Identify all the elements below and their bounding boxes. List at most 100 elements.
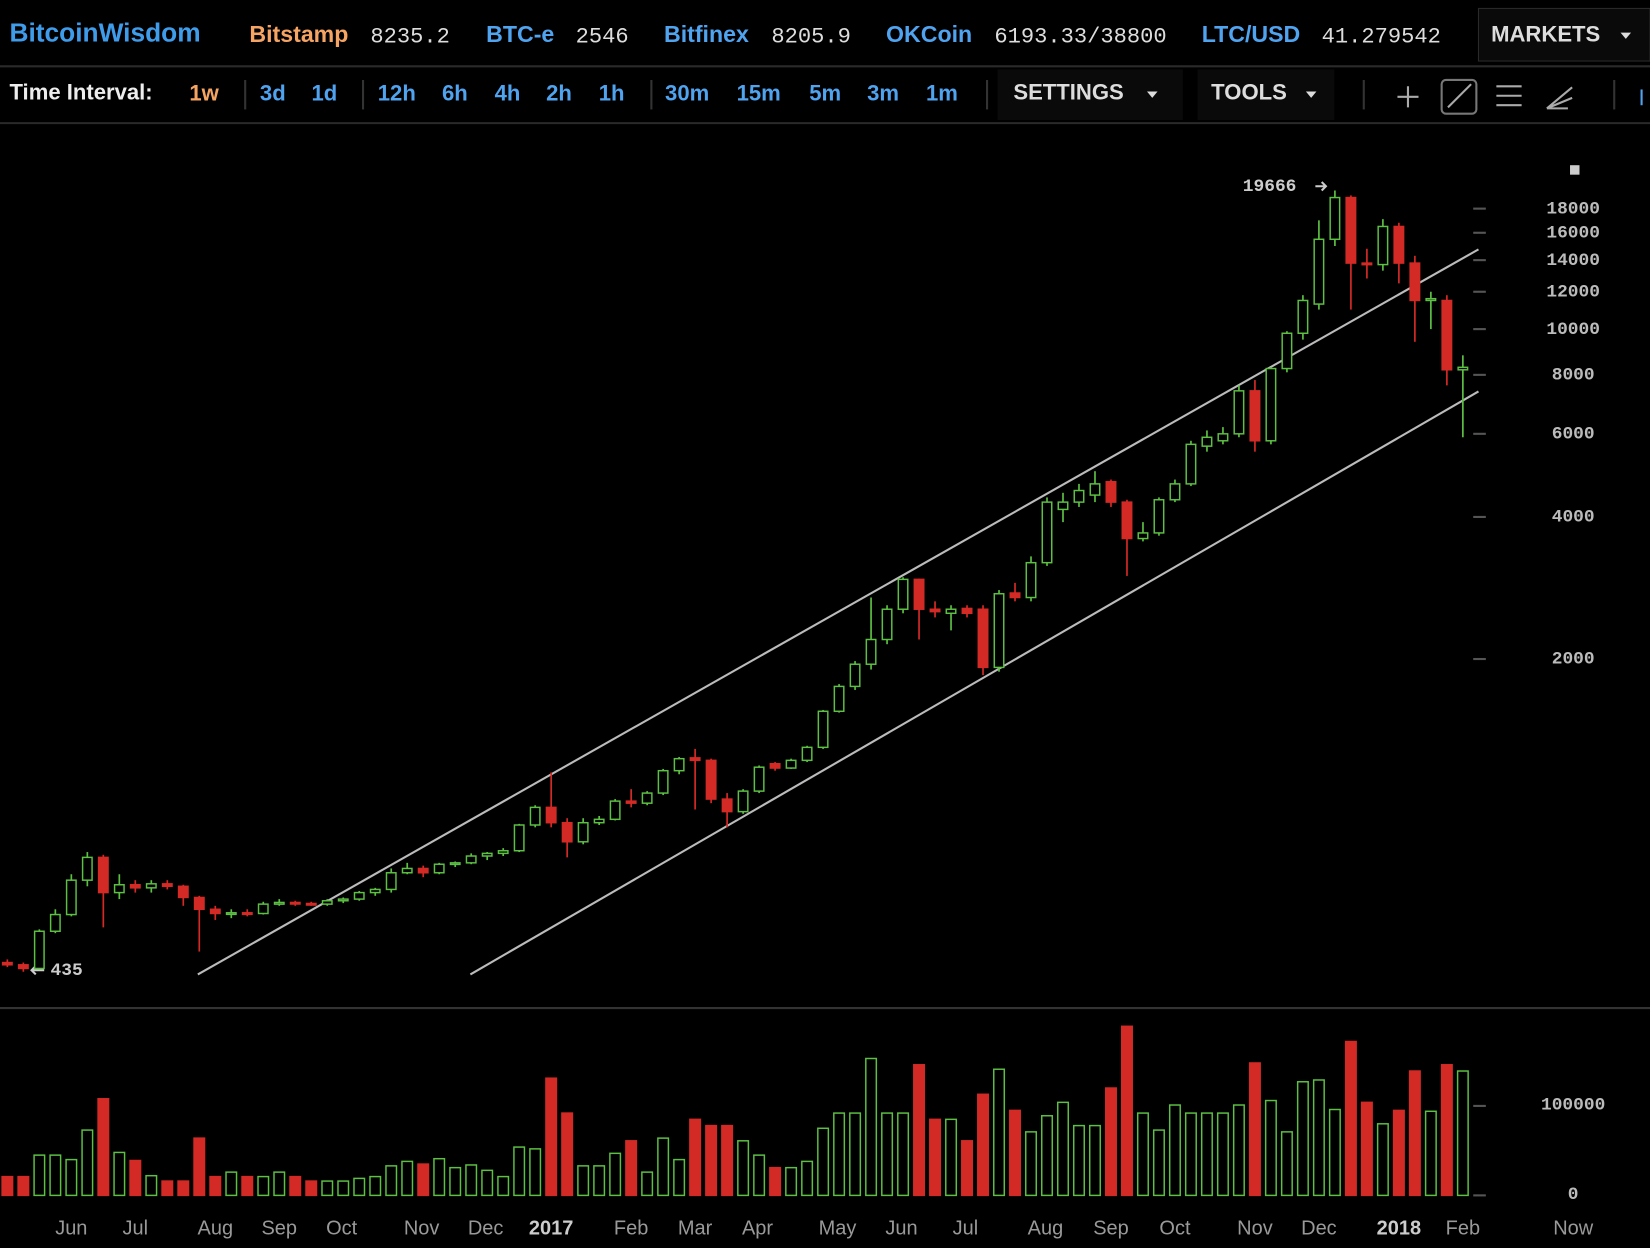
volume-bar — [1120, 1025, 1133, 1197]
x-tick-label: Mar — [678, 1217, 713, 1239]
candle-body — [561, 821, 573, 843]
candle-body — [1073, 489, 1085, 503]
y-tick-label: 14000 — [1546, 251, 1600, 271]
x-tick-label: Aug — [198, 1217, 234, 1239]
ticker-name[interactable]: Bitfinex — [664, 21, 749, 47]
candle-body — [817, 710, 829, 749]
interval-option[interactable]: 1m — [926, 81, 958, 106]
interval-option[interactable]: 4h — [495, 81, 521, 106]
volume-bar — [1072, 1124, 1085, 1197]
brand[interactable]: BitcoinWisdom — [9, 18, 200, 48]
arrow — [1315, 181, 1328, 192]
volume-bar — [145, 1174, 158, 1197]
candle-body — [961, 607, 973, 615]
candle-body — [625, 800, 637, 804]
interval-label: Time Interval: — [9, 79, 152, 104]
x-tick-label: Now — [1553, 1217, 1594, 1239]
volume-bar — [1312, 1079, 1325, 1197]
ticker-price: 8235.2 — [370, 25, 450, 50]
volume-bar — [1392, 1109, 1405, 1197]
volume-bar — [353, 1177, 366, 1197]
candle-body — [1025, 561, 1037, 599]
volume-bar — [817, 1127, 830, 1197]
x-tick-label: Sep — [1093, 1217, 1129, 1239]
volume-bar — [929, 1118, 942, 1197]
candle-body — [49, 913, 61, 932]
x-tick-label: Dec — [1301, 1217, 1337, 1239]
x-tick-label: Jul — [953, 1217, 979, 1239]
volume-bar — [401, 1160, 414, 1197]
volume-bar — [705, 1124, 718, 1197]
volume-bar — [1168, 1104, 1181, 1197]
interval-option[interactable]: 1h — [599, 81, 625, 106]
candle-body — [209, 908, 221, 915]
volume-bar — [161, 1180, 174, 1197]
candle-body — [97, 856, 109, 894]
candle-body — [1457, 366, 1469, 371]
x-tick-label: Oct — [1159, 1217, 1191, 1239]
volume-bar — [289, 1175, 302, 1197]
interval-option[interactable]: 3m — [867, 81, 899, 106]
ticker-name[interactable]: BTC-e — [486, 21, 554, 47]
candle-body — [1009, 592, 1021, 599]
candle-body — [113, 884, 125, 894]
volume-bar — [241, 1175, 254, 1197]
interval-option[interactable]: 1w — [189, 81, 219, 106]
candle-body — [881, 608, 893, 641]
draw-tools[interactable] — [1397, 78, 1643, 115]
volume-bar — [1376, 1123, 1389, 1197]
volume-bar — [97, 1098, 110, 1197]
x-tick-label: Aug — [1028, 1217, 1064, 1239]
candle-body — [945, 608, 957, 615]
candle-body — [513, 824, 525, 852]
candle-body — [593, 818, 605, 824]
candle-body — [273, 901, 285, 905]
volume-bar — [1360, 1101, 1373, 1197]
volume-bar — [753, 1154, 766, 1197]
candle-body — [1089, 483, 1101, 496]
tools-menu[interactable]: TOOLS — [1211, 79, 1287, 104]
candle-body — [657, 769, 669, 794]
interval-option[interactable]: 12h — [378, 81, 416, 106]
candle-body — [241, 912, 253, 916]
volume-bar — [769, 1166, 782, 1197]
candle-body — [81, 856, 93, 881]
candle-body — [1441, 299, 1453, 371]
volume-bar — [1041, 1115, 1054, 1197]
interval-option[interactable]: 2h — [546, 81, 572, 106]
candle-body — [1, 961, 13, 966]
volume-bar — [1440, 1064, 1453, 1197]
ticker-name[interactable]: LTC/USD — [1202, 21, 1301, 47]
candle-body — [481, 852, 493, 857]
volume-bar — [81, 1129, 94, 1197]
candle-body — [865, 638, 877, 665]
volume-bar — [1104, 1087, 1117, 1197]
candle-body — [145, 883, 157, 889]
pane-toggle[interactable] — [1570, 165, 1580, 175]
interval-option[interactable]: 5m — [809, 81, 841, 106]
y-tick-label: 16000 — [1546, 223, 1600, 243]
candle-body — [1057, 501, 1069, 511]
candle-body — [1217, 433, 1229, 442]
caret — [1147, 91, 1158, 98]
candle-body — [177, 885, 189, 899]
interval-option[interactable]: 15m — [737, 81, 781, 106]
markets-button[interactable]: MARKETS — [1491, 22, 1600, 47]
candle-body — [17, 964, 29, 970]
volume-bar — [497, 1175, 510, 1197]
candle-body — [1121, 501, 1133, 540]
volume-bar — [673, 1158, 686, 1197]
volume-bar — [193, 1137, 206, 1197]
candle-body — [417, 867, 429, 874]
candle-body — [465, 855, 477, 864]
candle-body — [577, 821, 589, 843]
ticker-name[interactable]: OKCoin — [886, 21, 972, 47]
interval-option[interactable]: 1d — [311, 81, 337, 106]
interval-option[interactable]: 6h — [442, 81, 468, 106]
ticker-name[interactable]: Bitstamp — [249, 21, 348, 47]
settings-menu[interactable]: SETTINGS — [1013, 79, 1123, 104]
interval-option[interactable]: 30m — [665, 81, 709, 106]
interval-option[interactable]: 3d — [260, 81, 286, 106]
candle-body — [1297, 299, 1309, 334]
trend-line — [197, 248, 1479, 976]
